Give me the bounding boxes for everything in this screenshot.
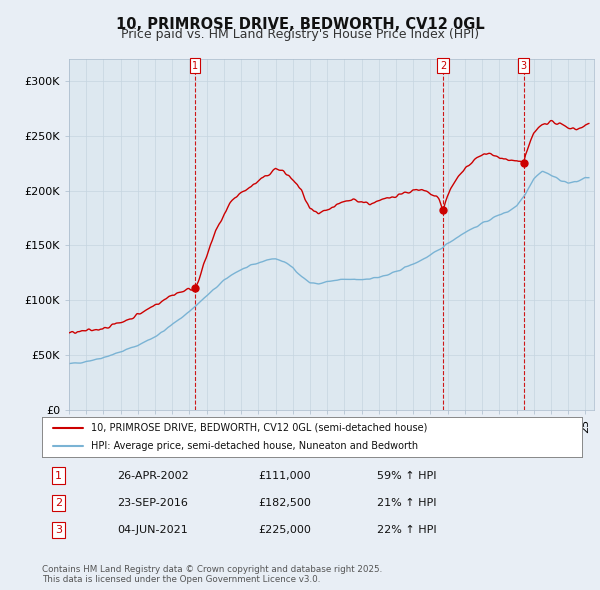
Text: 59% ↑ HPI: 59% ↑ HPI xyxy=(377,471,436,481)
Text: £225,000: £225,000 xyxy=(258,525,311,535)
Text: 10, PRIMROSE DRIVE, BEDWORTH, CV12 0GL (semi-detached house): 10, PRIMROSE DRIVE, BEDWORTH, CV12 0GL (… xyxy=(91,423,427,433)
Text: 2: 2 xyxy=(440,61,446,71)
Text: £111,000: £111,000 xyxy=(258,471,311,481)
Text: 3: 3 xyxy=(521,61,527,71)
Text: HPI: Average price, semi-detached house, Nuneaton and Bedworth: HPI: Average price, semi-detached house,… xyxy=(91,441,418,451)
Text: 23-SEP-2016: 23-SEP-2016 xyxy=(118,498,188,508)
Text: £182,500: £182,500 xyxy=(258,498,311,508)
Text: 10, PRIMROSE DRIVE, BEDWORTH, CV12 0GL: 10, PRIMROSE DRIVE, BEDWORTH, CV12 0GL xyxy=(116,17,484,31)
Text: 1: 1 xyxy=(55,471,62,481)
Text: 22% ↑ HPI: 22% ↑ HPI xyxy=(377,525,436,535)
Text: 04-JUN-2021: 04-JUN-2021 xyxy=(118,525,188,535)
Text: 2: 2 xyxy=(55,498,62,508)
Text: Price paid vs. HM Land Registry's House Price Index (HPI): Price paid vs. HM Land Registry's House … xyxy=(121,28,479,41)
Text: 3: 3 xyxy=(55,525,62,535)
Text: 26-APR-2002: 26-APR-2002 xyxy=(118,471,190,481)
Text: 21% ↑ HPI: 21% ↑ HPI xyxy=(377,498,436,508)
Text: Contains HM Land Registry data © Crown copyright and database right 2025.
This d: Contains HM Land Registry data © Crown c… xyxy=(42,565,382,584)
Text: 1: 1 xyxy=(192,61,198,71)
